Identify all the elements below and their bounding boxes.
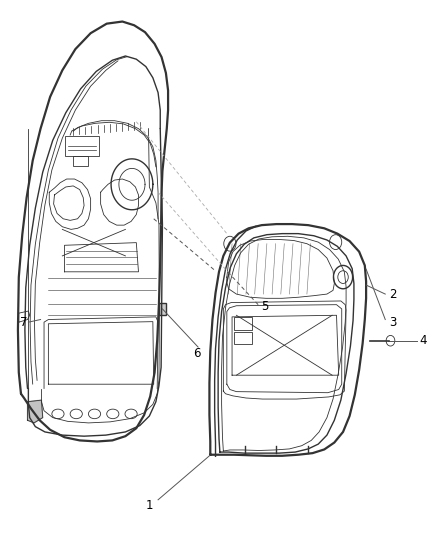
Text: 6: 6	[194, 348, 201, 360]
Text: 3: 3	[389, 316, 397, 329]
FancyBboxPatch shape	[159, 303, 166, 315]
Polygon shape	[28, 400, 43, 423]
Text: 4: 4	[419, 334, 427, 347]
Text: 2: 2	[389, 288, 397, 301]
Text: 5: 5	[261, 300, 268, 313]
Text: 1: 1	[145, 498, 153, 512]
Text: 7: 7	[20, 316, 28, 329]
